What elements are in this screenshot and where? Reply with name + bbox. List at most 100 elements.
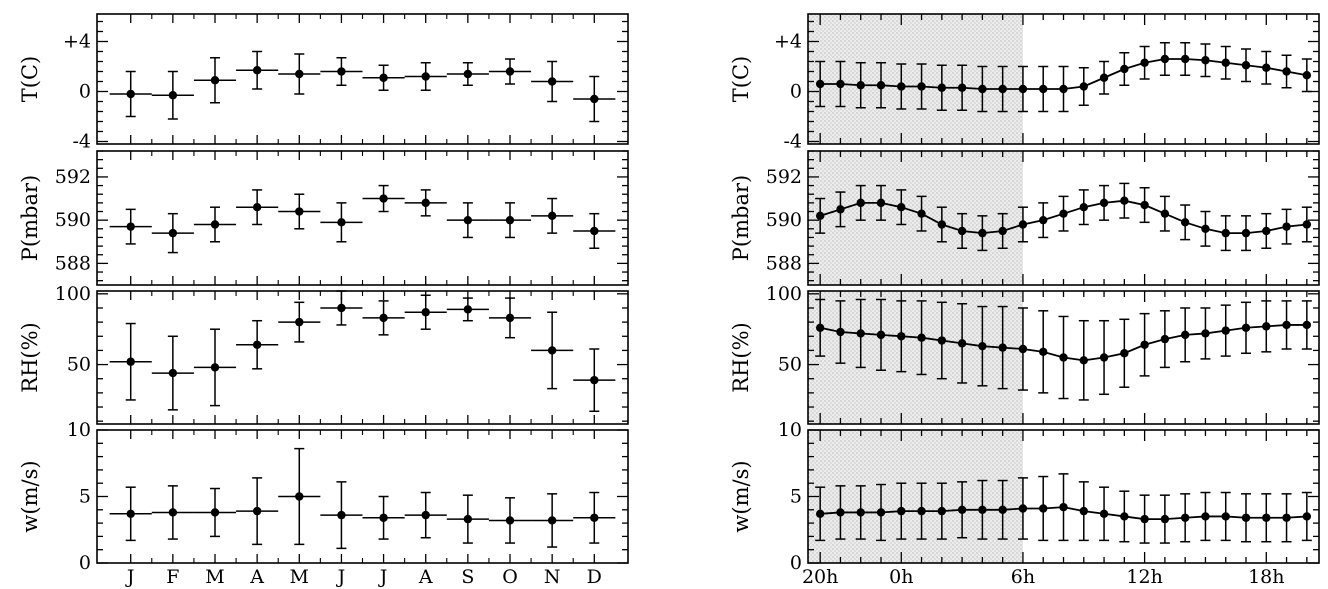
hourly-point	[1302, 512, 1312, 521]
monthly-point	[295, 207, 304, 216]
hourly-point	[978, 505, 987, 514]
hourly-point	[957, 83, 967, 92]
monthly-point	[210, 363, 220, 372]
hourly-xtick-label: 12h	[1126, 566, 1162, 588]
monthly-point	[337, 510, 346, 520]
monthly-point	[295, 69, 304, 79]
hourly-ytick-label: 5	[790, 486, 802, 508]
hourly-point	[1140, 200, 1149, 210]
monthly-point	[547, 516, 557, 525]
hourly-subplot-3: 0 5 10 w(m/s) 20h 0h 6h 12h 18h	[729, 419, 1320, 588]
monthly-ytick-label: 100	[55, 283, 91, 305]
hourly-point	[856, 81, 865, 90]
monthly-point	[590, 94, 599, 104]
hourly-point	[957, 505, 967, 514]
monthly-xtick-label: S	[461, 566, 474, 588]
monthly-point	[590, 513, 599, 522]
monthly-subplot-2: 50 100 RH(%)	[18, 283, 629, 425]
monthly-point	[463, 215, 473, 225]
hourly-subplot-0: -4 0 +4 T(C)	[729, 13, 1320, 153]
hourly-point	[1201, 329, 1210, 338]
monthly-point	[505, 67, 515, 76]
hourly-point	[1262, 322, 1271, 331]
hourly-point	[1180, 330, 1190, 340]
monthly-xtick-label: J	[378, 566, 388, 588]
monthly-point	[590, 226, 599, 236]
hourly-point	[856, 198, 865, 208]
hourly-point	[1262, 513, 1271, 522]
hourly-point	[1221, 512, 1230, 521]
hourly-point	[937, 83, 947, 92]
hourly-point	[1039, 84, 1048, 94]
hourly-point	[957, 339, 967, 348]
monthly-point	[379, 194, 388, 203]
hourly-point	[876, 198, 886, 208]
hourly-point	[1221, 228, 1230, 238]
hourly-point	[1282, 320, 1291, 330]
monthly-point	[252, 66, 262, 75]
hourly-ylabel: T(C)	[729, 56, 753, 102]
monthly-point	[337, 303, 346, 313]
night-shading	[808, 430, 1023, 563]
monthly-point	[421, 308, 430, 317]
hourly-ylabel: P(mbar)	[729, 175, 753, 261]
hourly-point	[978, 341, 987, 351]
hourly-point	[1180, 218, 1190, 227]
hourly-point	[1201, 224, 1210, 234]
monthly-point	[337, 67, 346, 76]
hourly-point	[1099, 73, 1109, 82]
hourly-point	[1241, 228, 1251, 238]
monthly-point	[421, 510, 430, 520]
hourly-point	[1099, 353, 1109, 362]
hourly-point	[1302, 220, 1312, 229]
hourly-point	[1018, 220, 1028, 229]
monthly-point	[463, 514, 473, 524]
hourly-xtick-label: 18h	[1248, 566, 1284, 588]
hourly-point	[1120, 349, 1129, 358]
hourly-point	[1241, 513, 1251, 522]
monthly-ytick-label: +4	[63, 31, 91, 53]
hourly-point	[998, 343, 1007, 352]
hourly-point	[1282, 67, 1291, 76]
monthly-point	[126, 509, 135, 518]
monthly-subplot-1: 588 590 592 P(mbar)	[18, 150, 629, 286]
hourly-point	[1018, 84, 1028, 94]
monthly-point	[252, 340, 262, 349]
monthly-subplot-3: 0 5 10 w(m/s) J F M A M J J A S O N D	[18, 419, 629, 588]
hourly-point	[897, 332, 906, 341]
monthly-point	[505, 215, 515, 225]
hourly-point	[897, 82, 906, 91]
hourly-point	[1221, 58, 1230, 67]
hourly-point	[1039, 215, 1048, 225]
hourly-ytick-label: 100	[766, 283, 802, 305]
hourly-point	[1282, 513, 1291, 522]
monthly-point	[168, 228, 178, 238]
monthly-xtick-label: M	[290, 566, 309, 588]
hourly-point	[978, 84, 987, 94]
monthly-xtick-label: F	[166, 566, 179, 588]
monthly-point	[505, 516, 515, 525]
hourly-point	[1262, 63, 1271, 72]
monthly-point	[210, 220, 220, 229]
hourly-point	[957, 226, 967, 236]
hourly-point	[1099, 198, 1109, 208]
monthly-point	[379, 313, 388, 323]
hourly-point	[1039, 504, 1048, 513]
monthly-point	[295, 492, 304, 501]
hourly-xtick-label: 20h	[802, 566, 838, 588]
monthly-subplot-0: -4 0 +4 T(C)	[18, 13, 629, 153]
hourly-point	[1059, 209, 1068, 218]
monthly-point	[126, 89, 135, 99]
hourly-point	[1018, 344, 1028, 354]
hourly-point	[1201, 512, 1210, 521]
hourly-point	[1302, 71, 1312, 80]
monthly-ytick-label: 5	[79, 486, 91, 508]
hourly-point	[815, 211, 825, 221]
monthly-point	[337, 218, 346, 227]
monthly-ylabel: P(mbar)	[18, 175, 42, 261]
monthly-ytick-label: 592	[55, 166, 91, 188]
hourly-subplot-1: 588 590 592 P(mbar)	[729, 150, 1320, 286]
monthly-subplot-frame	[96, 150, 629, 286]
hourly-point	[917, 333, 926, 342]
hourly-point	[1059, 353, 1068, 362]
